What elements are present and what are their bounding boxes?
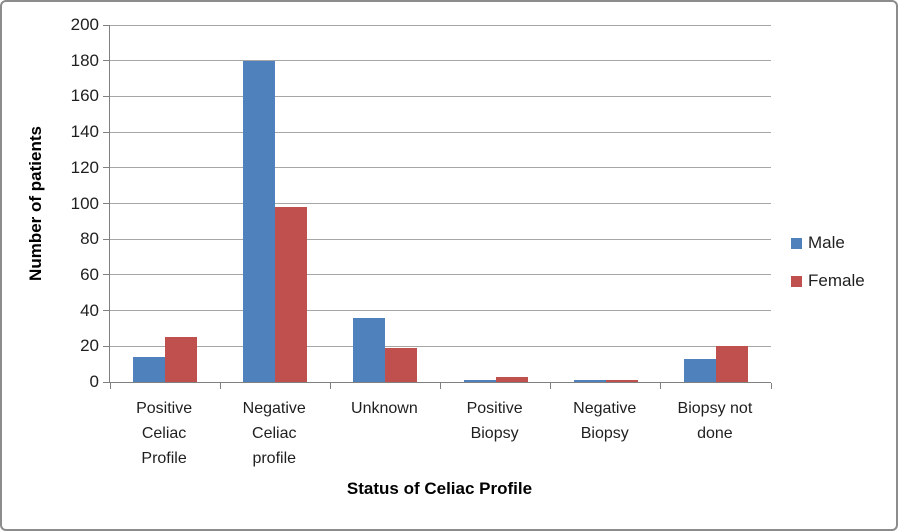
bar-male-4 xyxy=(573,380,606,382)
y-tick-mark xyxy=(103,60,109,62)
bar-male-1 xyxy=(243,60,276,382)
x-axis-title: Status of Celiac Profile xyxy=(346,479,533,498)
x-category-label: Negative Celiac profile xyxy=(242,400,306,467)
y-tick-label: 180 xyxy=(70,50,99,70)
legend-label: Female xyxy=(808,271,865,290)
legend-label: Male xyxy=(808,233,845,252)
gridline xyxy=(110,274,771,276)
legend-item-male: Male xyxy=(791,233,865,253)
bar-female-3 xyxy=(495,376,528,382)
bar-male-2 xyxy=(353,317,386,382)
x-category-label: Biopsy not done xyxy=(677,400,753,442)
x-tick-mark xyxy=(550,383,552,389)
y-tick-mark xyxy=(103,381,109,383)
y-tick-label: 20 xyxy=(80,336,99,356)
x-tick-mark xyxy=(219,383,221,389)
y-tick-label: 100 xyxy=(70,193,99,213)
plot-area xyxy=(103,24,772,389)
x-category-label: Positive Biopsy xyxy=(466,400,523,442)
bar-male-3 xyxy=(463,380,496,382)
y-tick-label: 60 xyxy=(80,264,99,284)
bar-female-0 xyxy=(165,337,198,382)
gridline xyxy=(110,167,771,169)
x-tick-mark xyxy=(440,383,441,389)
y-tick-label: 160 xyxy=(70,86,99,106)
legend-swatch-female xyxy=(791,275,802,287)
x-category-label: Negative Biopsy xyxy=(573,400,637,442)
y-tick-mark xyxy=(103,345,109,347)
y-tick-mark xyxy=(103,274,109,276)
gridline xyxy=(110,131,771,133)
gridline xyxy=(110,203,771,204)
y-tick-label: 120 xyxy=(70,157,99,177)
y-tick-mark xyxy=(103,131,109,133)
bar-male-5 xyxy=(683,358,716,382)
bar-female-1 xyxy=(275,207,308,382)
x-tick-mark xyxy=(329,383,331,389)
x-category-label: Unknown xyxy=(351,400,418,417)
gridline xyxy=(110,24,771,26)
x-tick-mark xyxy=(770,383,772,389)
y-tick-label: 200 xyxy=(70,15,99,34)
x-tick-mark xyxy=(660,383,662,389)
y-tick-mark xyxy=(103,310,109,312)
legend-item-female: Female xyxy=(791,271,865,291)
legend: Male Female xyxy=(791,233,865,291)
bar-female-5 xyxy=(715,346,748,382)
bar-female-2 xyxy=(385,348,418,382)
bar-female-4 xyxy=(605,380,638,382)
gridline xyxy=(110,310,771,312)
y-tick-label: 80 xyxy=(80,229,99,249)
gridline xyxy=(110,60,771,62)
y-tick-mark xyxy=(103,24,109,26)
legend-swatch-male xyxy=(791,237,802,249)
x-tick-mark xyxy=(109,383,111,389)
bar-male-0 xyxy=(133,357,166,382)
gridline xyxy=(110,345,771,347)
y-tick-label: 140 xyxy=(70,122,99,142)
y-tick-label: 0 xyxy=(89,372,99,391)
y-tick-mark xyxy=(103,95,109,97)
y-tick-mark xyxy=(103,203,109,204)
y-tick-mark xyxy=(103,238,109,240)
x-category-label: Positive Celiac Profile xyxy=(136,400,193,467)
gridline xyxy=(110,95,771,97)
y-tick-label: 40 xyxy=(80,300,99,320)
gridline xyxy=(110,238,771,240)
y-tick-mark xyxy=(103,167,109,169)
